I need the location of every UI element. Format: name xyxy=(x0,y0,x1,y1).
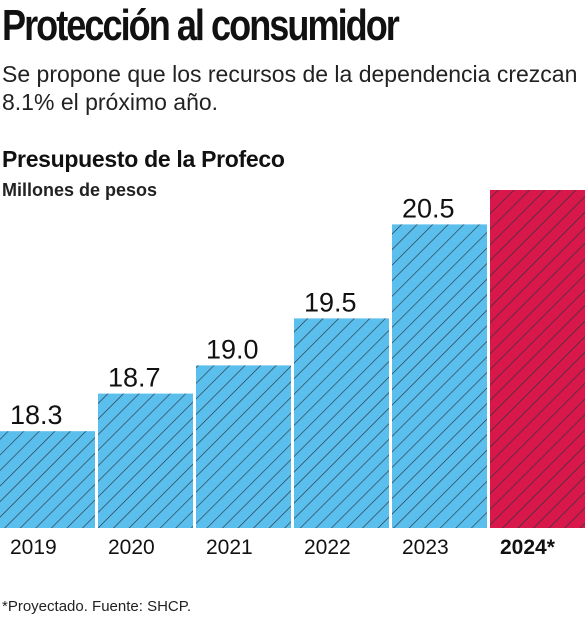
x-tick-label-2019: 2019 xyxy=(10,536,57,559)
chart-title: Presupuesto de la Profeco xyxy=(2,146,285,172)
value-label-2019: 18.3 xyxy=(10,400,63,430)
bars-group xyxy=(0,190,585,528)
bar-2024 xyxy=(490,190,585,528)
value-labels-group: 18.318.719.019.520.522.1 xyxy=(10,193,455,430)
bar-2023 xyxy=(392,224,487,528)
page-title: Protección al consumidor xyxy=(2,1,400,50)
bar-2020 xyxy=(98,393,193,528)
bar-chart: 18.318.719.019.520.522.1 201920202021202… xyxy=(0,190,585,559)
value-label-2023: 20.5 xyxy=(402,193,455,223)
value-label-2020: 18.7 xyxy=(108,363,161,393)
value-label-2021: 19.0 xyxy=(206,334,259,364)
footnote: *Proyectado. Fuente: SHCP. xyxy=(2,598,191,615)
x-tick-label-2020: 2020 xyxy=(108,536,155,559)
x-tick-label-2024: 2024* xyxy=(500,536,556,559)
bar-2019 xyxy=(0,431,95,528)
x-axis-labels: 2019 2020 2021 2022 2023 2024* xyxy=(10,536,556,559)
x-tick-label-2023: 2023 xyxy=(402,536,449,559)
bar-2022 xyxy=(294,318,389,528)
bar-2021 xyxy=(196,365,291,528)
x-tick-label-2022: 2022 xyxy=(304,536,351,559)
value-label-2022: 19.5 xyxy=(304,287,357,317)
chart-unit-label: Millones de pesos xyxy=(2,180,158,200)
page-subtitle: Se propone que los recursos de la depend… xyxy=(2,61,578,115)
x-tick-label-2021: 2021 xyxy=(206,536,253,559)
